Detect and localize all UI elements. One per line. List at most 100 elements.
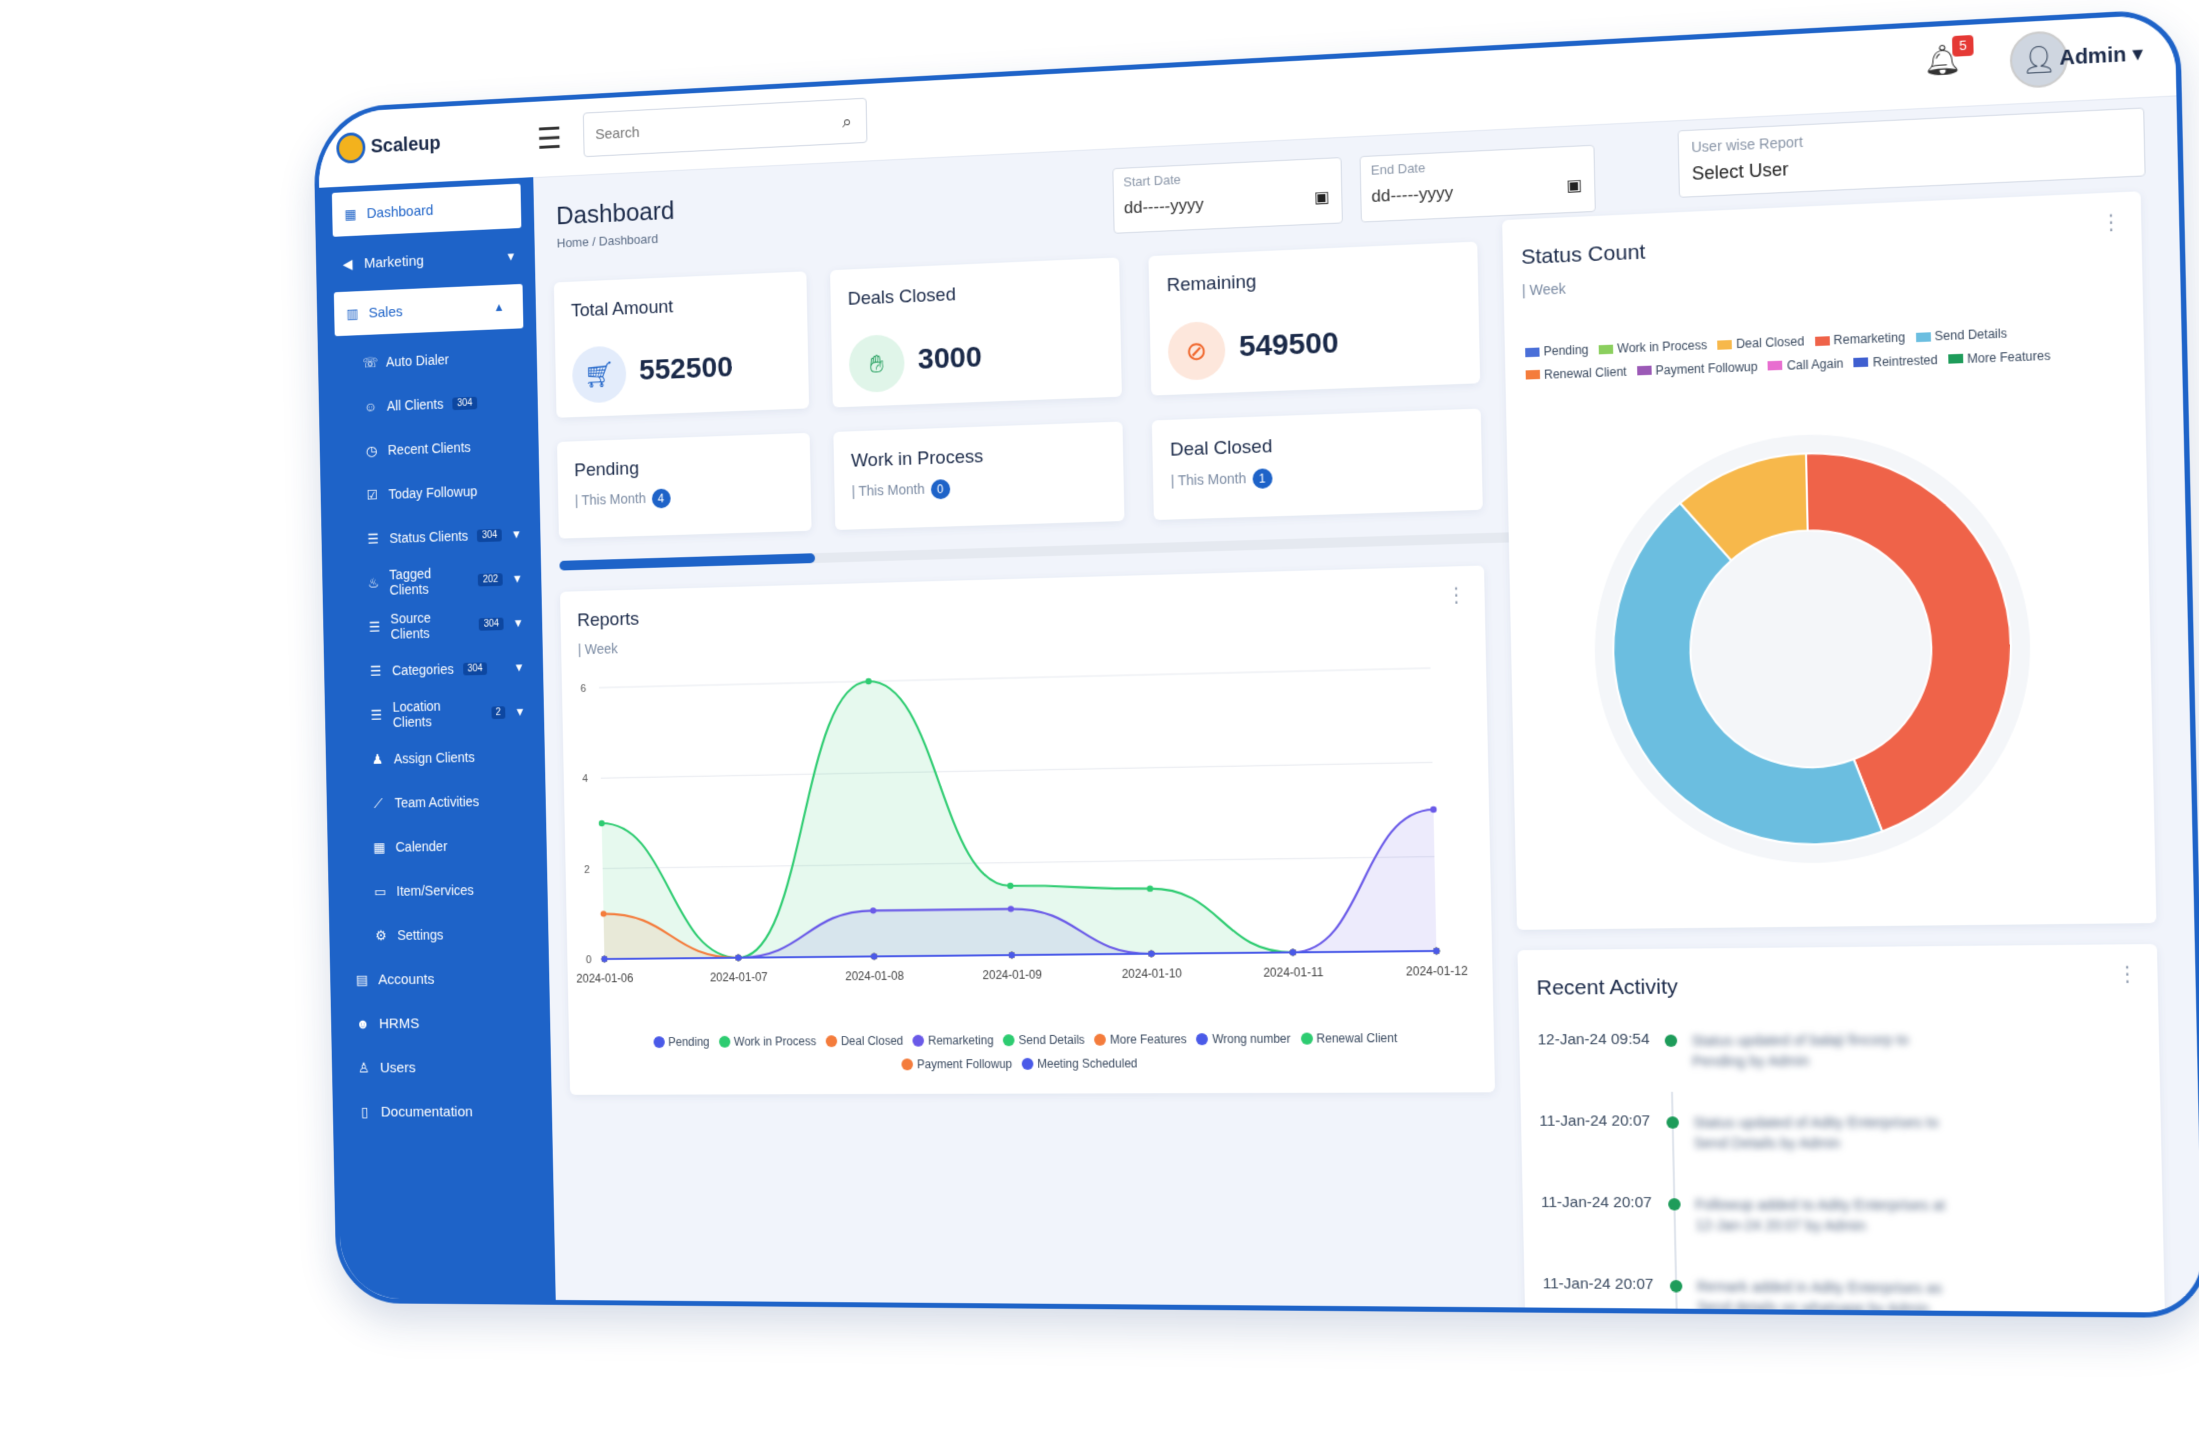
more-options-icon[interactable]: ⋮ bbox=[2100, 209, 2122, 236]
app-name: Scaleup bbox=[371, 132, 441, 158]
chart-legend: Pending Work in Process Deal Closed Remarke… bbox=[606, 1027, 1459, 1079]
sidebar-item-status-clients[interactable]: ☰ Status Clients 304 ▼ bbox=[326, 511, 541, 562]
x-tick-label: 2024-01-10 bbox=[1122, 967, 1183, 981]
calendar-icon[interactable]: ▣ bbox=[1314, 187, 1330, 208]
clock-icon: ◷ bbox=[364, 442, 379, 459]
calendar-icon[interactable]: ▣ bbox=[1566, 175, 1582, 196]
status-count-card: Status Count | Week ⋮ Pending Work in Pro… bbox=[1502, 191, 2156, 930]
legend-item[interactable]: Reintrested bbox=[1854, 348, 1938, 374]
sidebar-item-label: Item/Services bbox=[396, 882, 474, 898]
y-tick-label: 2 bbox=[584, 864, 590, 876]
grid-icon: ▦ bbox=[343, 206, 358, 223]
sidebar-item-location-clients[interactable]: ☰ Location Clients 2 ▼ bbox=[329, 689, 544, 738]
document-icon: ▯ bbox=[357, 1104, 372, 1120]
app-window: Scaleup ☰ ⌕ 🔔︎ 5 👤︎ Admin ▾ ▦ Dashboard … bbox=[313, 8, 2199, 1318]
sidebar-item-tagged-clients[interactable]: ♨ Tagged Clients 202 ▼ bbox=[327, 556, 542, 606]
menu-toggle-icon[interactable]: ☰ bbox=[537, 122, 563, 157]
sidebar-item-label: Documentation bbox=[381, 1103, 473, 1120]
legend-item[interactable]: Send Details bbox=[1915, 322, 2007, 348]
pending-card[interactable]: Pending | This Month 4 bbox=[557, 433, 812, 539]
more-options-icon[interactable]: ⋮ bbox=[1446, 582, 1467, 608]
legend-item[interactable]: More Features bbox=[1094, 1028, 1187, 1050]
sidebar-item-source-clients[interactable]: ☰ Source Clients 304 ▼ bbox=[327, 600, 542, 650]
start-date-value: dd-----yyyy bbox=[1124, 195, 1204, 219]
chevron-down-icon: ▼ bbox=[511, 527, 522, 541]
sidebar-item-sales[interactable]: ▥ Sales ▲ bbox=[334, 284, 524, 336]
sidebar-item-documentation[interactable]: ▯ Documentation bbox=[337, 1089, 552, 1134]
timeline-dot bbox=[1666, 1116, 1679, 1128]
sidebar-item-assign-clients[interactable]: ♟ Assign Clients bbox=[330, 733, 545, 782]
legend-marker bbox=[1599, 344, 1614, 354]
card-subtitle: | Week bbox=[578, 641, 618, 658]
search-input[interactable] bbox=[584, 113, 828, 144]
user-menu[interactable]: Admin ▾ bbox=[2059, 41, 2143, 71]
end-date-field[interactable]: End Date dd-----yyyy ▣ bbox=[1360, 145, 1596, 223]
legend-item[interactable]: Payment Followup bbox=[1637, 355, 1758, 382]
deal-closed-card[interactable]: Deal Closed | This Month 1 bbox=[1152, 409, 1483, 521]
search-icon[interactable]: ⌕ bbox=[828, 110, 866, 133]
status-donut-chart bbox=[1506, 400, 2156, 909]
app-logo[interactable]: Scaleup bbox=[336, 128, 441, 164]
legend-item[interactable]: Pending bbox=[653, 1031, 710, 1053]
start-date-field[interactable]: Start Date dd-----yyyy ▣ bbox=[1112, 157, 1343, 234]
sidebar-item-dashboard[interactable]: ▦ Dashboard bbox=[332, 184, 522, 237]
logo-mark-icon bbox=[336, 132, 366, 164]
legend-item[interactable]: Meeting Scheduled bbox=[1022, 1052, 1138, 1074]
sidebar-item-label: Marketing bbox=[364, 252, 424, 271]
x-tick-label: 2024-01-06 bbox=[576, 972, 633, 985]
work-in-process-card[interactable]: Work in Process | This Month 0 bbox=[833, 422, 1124, 530]
sidebar-item-team-activities[interactable]: ⟋ Team Activities bbox=[331, 778, 546, 826]
legend-marker bbox=[1854, 357, 1869, 367]
sidebar-item-accounts[interactable]: ▤ Accounts bbox=[334, 956, 549, 1002]
sidebar-item-categories[interactable]: ☰ Categories 304 ▼ bbox=[328, 645, 543, 694]
sidebar-item-all-clients[interactable]: ☺ All Clients 304 bbox=[323, 378, 538, 430]
sidebar-item-item-services[interactable]: ▭ Item/Services bbox=[333, 867, 548, 914]
legend-item[interactable]: Renewal Client bbox=[1300, 1027, 1397, 1050]
legend-marker bbox=[1300, 1033, 1312, 1045]
legend-item[interactable]: Payment Followup bbox=[902, 1053, 1013, 1075]
list-icon: ☰ bbox=[366, 530, 381, 547]
legend-item[interactable]: Wrong number bbox=[1196, 1028, 1291, 1051]
legend-label: Renewal Client bbox=[1316, 1027, 1397, 1050]
activity-time: 11-Jan-24 20:07 bbox=[1541, 1194, 1652, 1212]
people-icon: ☻ bbox=[355, 1016, 370, 1031]
breadcrumb[interactable]: Home / Dashboard bbox=[557, 231, 659, 250]
sidebar-item-marketing[interactable]: ◀ Marketing ▼ bbox=[320, 233, 535, 287]
calendar-icon: ▦ bbox=[372, 839, 387, 856]
calendar-check-icon: ☑ bbox=[365, 486, 380, 503]
series-area bbox=[602, 810, 1437, 960]
legend-item[interactable]: Remarketing bbox=[913, 1029, 994, 1051]
sidebar-item-users[interactable]: ♙ Users bbox=[336, 1045, 551, 1090]
end-date-value: dd-----yyyy bbox=[1371, 183, 1453, 207]
legend-label: More Features bbox=[1967, 344, 2051, 370]
sidebar-item-label: Accounts bbox=[378, 971, 434, 988]
sidebar-item-settings[interactable]: ⚙ Settings bbox=[333, 911, 548, 958]
legend-item[interactable]: Deal Closed bbox=[1717, 330, 1804, 356]
sidebar-item-calender[interactable]: ▦ Calender bbox=[332, 822, 547, 870]
sidebar-item-label: All Clients bbox=[387, 396, 444, 414]
timeline-dot bbox=[1670, 1280, 1683, 1292]
legend-item[interactable]: Pending bbox=[1525, 338, 1589, 363]
legend-item[interactable]: Send Details bbox=[1003, 1029, 1085, 1051]
legend-item[interactable]: More Features bbox=[1948, 344, 2051, 371]
legend-label: Call Again bbox=[1787, 352, 1844, 377]
card-period: | This Month bbox=[1171, 470, 1247, 488]
legend-item[interactable]: Renewal Client bbox=[1525, 360, 1626, 386]
card-subtitle: | Week bbox=[1522, 280, 1566, 298]
list-icon: ☰ bbox=[367, 618, 381, 635]
legend-marker bbox=[913, 1035, 925, 1047]
legend-marker bbox=[826, 1035, 838, 1047]
legend-item[interactable]: Remarketing bbox=[1814, 326, 1905, 352]
more-options-icon[interactable]: ⋮ bbox=[2116, 961, 2138, 987]
scroll-progress[interactable] bbox=[559, 531, 1541, 570]
legend-item[interactable]: Deal Closed bbox=[825, 1030, 903, 1052]
legend-item[interactable]: Call Again bbox=[1768, 352, 1844, 377]
count-badge: 4 bbox=[651, 488, 670, 508]
sidebar-item-hrms[interactable]: ☻ HRMS bbox=[335, 1000, 550, 1046]
user-report-select[interactable]: User wise Report Select User bbox=[1678, 107, 2146, 197]
sidebar-item-label: Dashboard bbox=[367, 202, 434, 222]
sidebar-item-today-followup[interactable]: ☑ Today Followup bbox=[325, 467, 540, 518]
grid-line bbox=[603, 857, 1435, 869]
sidebar-item-recent-clients[interactable]: ◷ Recent Clients bbox=[324, 422, 539, 474]
legend-item[interactable]: Work in Process bbox=[719, 1030, 817, 1052]
